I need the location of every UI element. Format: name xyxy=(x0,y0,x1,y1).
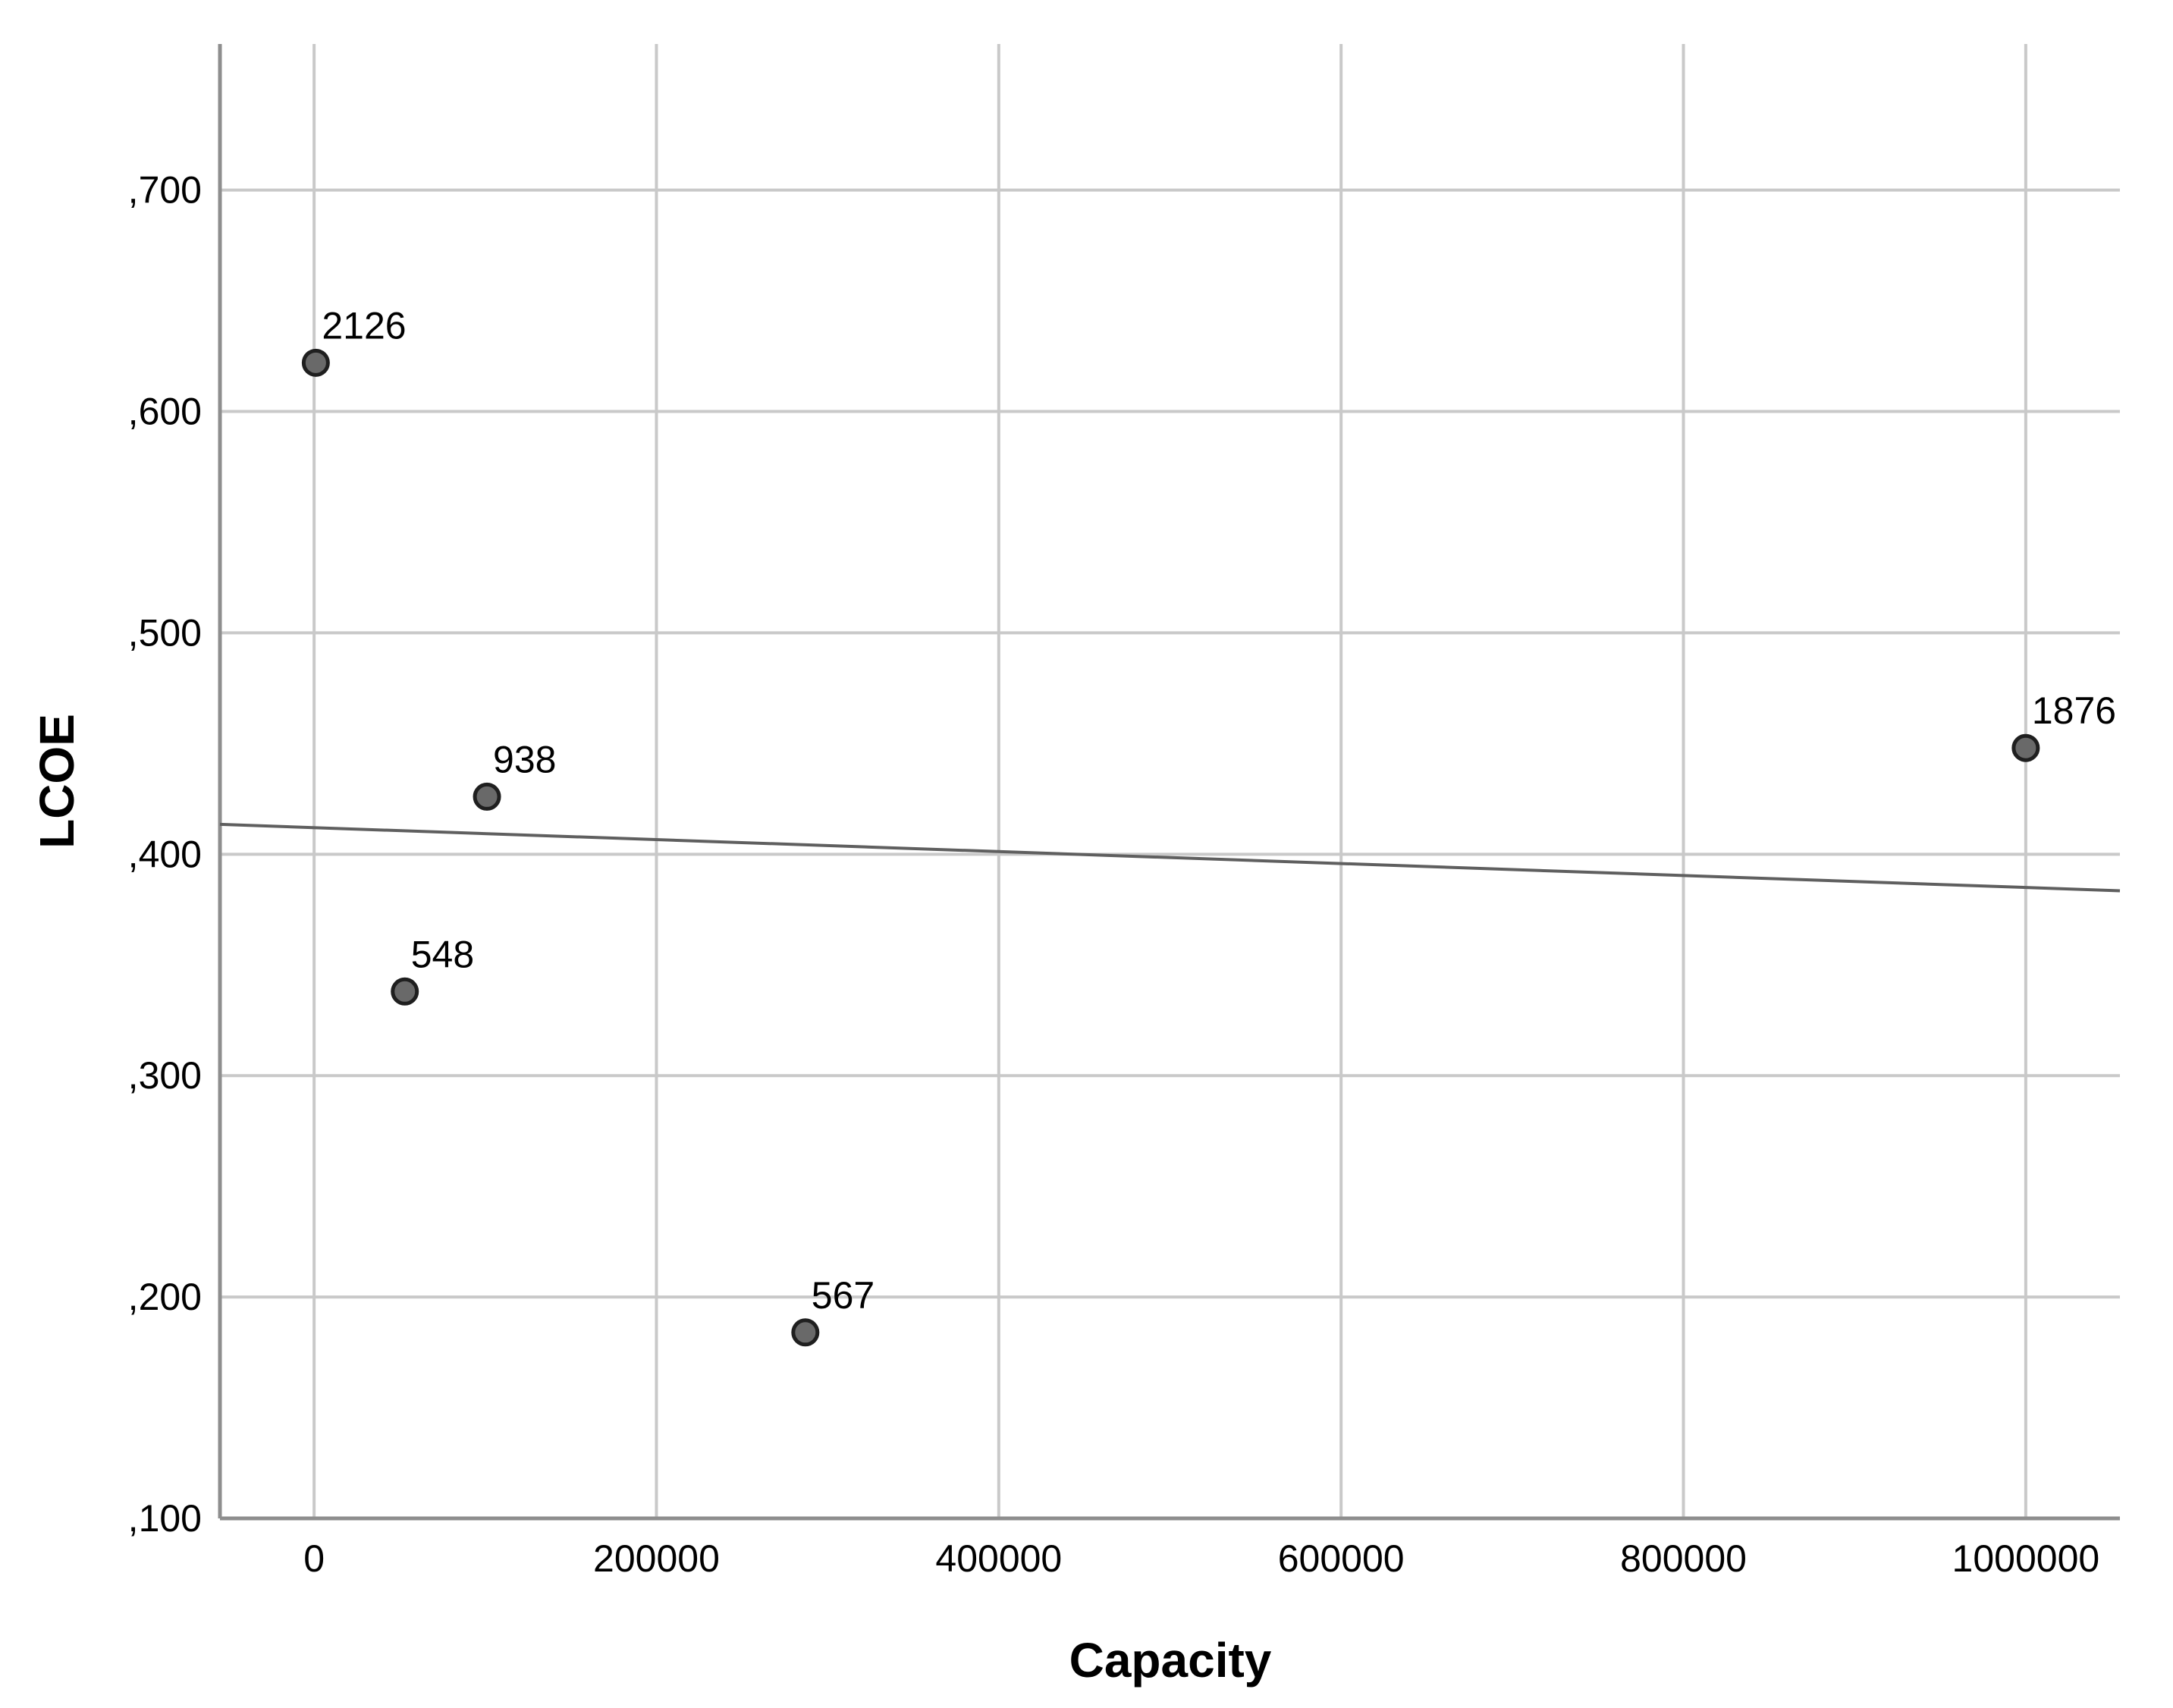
y-axis-title: LCOE xyxy=(30,714,84,849)
x-tick-label: 400000 xyxy=(935,1537,1062,1580)
x-tick-label: 0 xyxy=(303,1537,325,1580)
data-points xyxy=(301,348,2040,1347)
y-tick-label: ,100 xyxy=(128,1497,202,1540)
y-tick-label: ,200 xyxy=(128,1276,202,1318)
data-point xyxy=(473,782,501,811)
y-tick-label: ,600 xyxy=(128,391,202,433)
data-point xyxy=(391,977,419,1006)
x-axis-title: Capacity xyxy=(1069,1633,1272,1688)
x-tick-label: 200000 xyxy=(593,1537,720,1580)
data-point xyxy=(791,1318,820,1347)
y-tick-label: ,300 xyxy=(128,1054,202,1097)
x-tick-label: 600000 xyxy=(1278,1537,1405,1580)
y-tick-label: ,700 xyxy=(128,169,202,212)
tick-labels: ,100 ,200 ,300 ,400 ,500 ,600 ,700 0 200000 40000… xyxy=(128,169,2100,1580)
point-label: 938 xyxy=(493,738,556,780)
gridlines xyxy=(220,44,2120,1520)
x-tick-label: 800000 xyxy=(1620,1537,1747,1580)
point-label: 567 xyxy=(812,1274,875,1317)
point-label: 548 xyxy=(411,933,474,975)
point-label: 1876 xyxy=(2032,689,2116,732)
point-labels: 2126 938 548 567 1876 xyxy=(322,304,2116,1316)
point-label: 2126 xyxy=(322,304,406,347)
fit-line-layer xyxy=(219,822,2121,893)
data-point xyxy=(2011,733,2040,762)
x-tick-label: 1000000 xyxy=(1952,1537,2100,1580)
fit-line xyxy=(219,822,2121,893)
axes xyxy=(218,44,2120,1521)
y-tick-label: ,400 xyxy=(128,833,202,875)
y-tick-label: ,500 xyxy=(128,611,202,654)
data-point xyxy=(301,348,330,377)
